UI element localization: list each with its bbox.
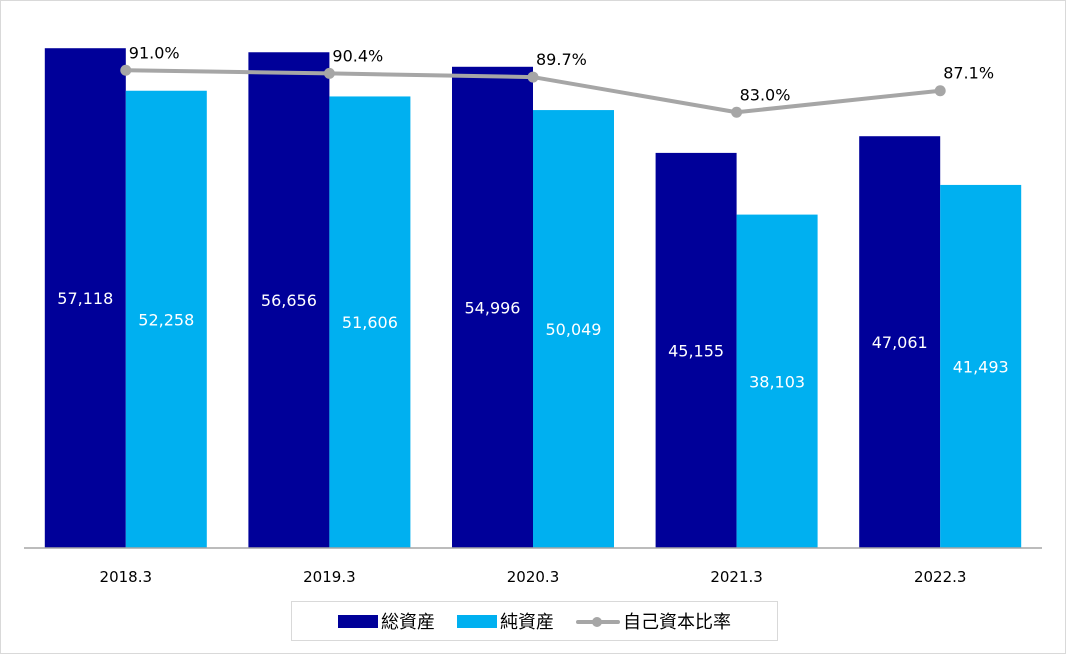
- line-marker: [527, 71, 539, 83]
- x-tick-label: 2022.3: [914, 568, 967, 586]
- x-tick-label: 2018.3: [100, 568, 153, 586]
- bar: [940, 184, 1022, 548]
- x-tick-label: 2020.3: [507, 568, 560, 586]
- x-tick-label: 2019.3: [303, 568, 356, 586]
- bar: [859, 136, 941, 548]
- bar-data-label: 38,103: [749, 372, 805, 391]
- legend-item-equity-ratio: 自己資本比率: [576, 608, 731, 634]
- line-data-label: 83.0%: [740, 85, 791, 104]
- bar-data-label: 56,656: [261, 291, 317, 310]
- line-marker: [934, 85, 946, 97]
- line-data-label: 87.1%: [943, 64, 994, 83]
- legend-label: 自己資本比率: [623, 612, 731, 633]
- line-marker: [731, 106, 743, 118]
- legend-item-net-assets: 純資産: [457, 608, 554, 634]
- x-tick-label: 2021.3: [710, 568, 763, 586]
- bar: [452, 66, 533, 548]
- legend: 総資産 純資産 自己資本比率: [291, 601, 778, 641]
- legend-label: 純資産: [500, 612, 554, 633]
- bar: [248, 52, 330, 548]
- bar-data-label: 52,258: [138, 310, 194, 329]
- line-data-label: 91.0%: [129, 43, 180, 62]
- bar: [329, 96, 411, 548]
- bar-data-label: 50,049: [546, 320, 602, 339]
- legend-swatch-net-assets: [457, 614, 497, 628]
- bar: [125, 90, 207, 549]
- line-marker: [323, 67, 335, 79]
- line-data-label: 89.7%: [536, 50, 587, 69]
- bar: [655, 152, 737, 549]
- legend-item-total-assets: 総資産: [338, 608, 435, 634]
- bar: [736, 214, 818, 548]
- legend-label: 総資産: [381, 612, 435, 633]
- bar-data-label: 57,118: [57, 289, 113, 308]
- bar-data-label: 51,606: [342, 313, 398, 332]
- line-data-label: 90.4%: [332, 46, 383, 65]
- bar-data-label: 54,996: [465, 298, 521, 317]
- bar: [44, 48, 126, 548]
- bar-data-label: 47,061: [872, 333, 928, 352]
- bar: [533, 110, 614, 548]
- line-marker: [120, 64, 132, 76]
- bar-data-label: 41,493: [953, 357, 1009, 376]
- legend-swatch-total-assets: [338, 614, 378, 628]
- legend-swatch-equity-ratio: [576, 615, 620, 628]
- bar-data-label: 45,155: [668, 341, 724, 360]
